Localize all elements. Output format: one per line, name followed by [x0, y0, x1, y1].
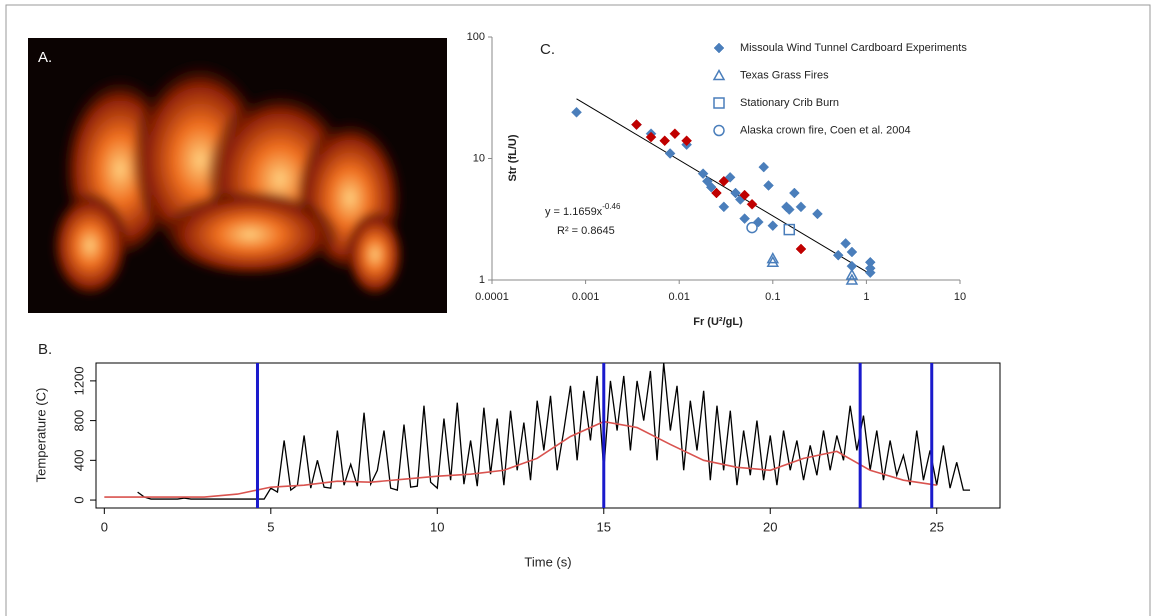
plot-frame — [95, 362, 1001, 509]
equation-exponent: -0.46 — [602, 202, 621, 211]
figure-frame — [5, 4, 1151, 616]
diamond-marker — [840, 238, 851, 249]
y-tick-label: 1200 — [71, 366, 86, 395]
flame — [50, 185, 130, 295]
equation-text: y = 1.1659x — [545, 206, 603, 218]
diamond-marker — [705, 181, 717, 193]
diamond-marker — [631, 119, 642, 130]
y-axis-title: Str (fL/U) — [507, 134, 519, 181]
x-tick-label: 10 — [430, 519, 444, 534]
line-series — [137, 362, 971, 500]
triangle-marker — [845, 273, 859, 285]
circle-marker — [746, 221, 758, 234]
flame — [160, 185, 340, 275]
diamond-marker — [664, 148, 676, 159]
square-marker — [783, 223, 796, 236]
flame — [345, 205, 405, 295]
diamond-marker — [783, 204, 795, 215]
diamond-marker — [718, 175, 730, 187]
diamond-marker — [730, 187, 741, 199]
legend-label: Alaska crown fire, Coen et al. 2004 — [740, 124, 911, 136]
diamond-marker — [697, 168, 709, 180]
diamond-marker — [864, 267, 876, 278]
diamond-marker — [645, 131, 657, 143]
x-tick-label: 0.001 — [572, 291, 600, 303]
legend-marker — [712, 68, 726, 81]
diamond-marker — [711, 187, 722, 199]
x-tick-label: 0 — [101, 519, 108, 534]
triangle-marker — [766, 255, 780, 267]
x-tick-label: 25 — [930, 519, 944, 534]
y-tick-label: 100 — [467, 31, 485, 43]
x-tick-label: 0.01 — [668, 291, 689, 303]
diamond-marker — [739, 189, 750, 201]
diamond-marker — [718, 201, 730, 213]
x-tick-label: 10 — [954, 291, 966, 303]
x-tick-label: 0.0001 — [475, 291, 509, 303]
x-tick-label: 0.1 — [765, 291, 780, 303]
diamond-marker — [739, 213, 750, 224]
x-tick-label: 5 — [267, 519, 274, 534]
chart-title: C. — [540, 41, 555, 58]
triangle-marker — [845, 268, 859, 280]
diamond-marker — [763, 180, 774, 191]
legend-marker — [713, 124, 725, 137]
diamond-marker — [832, 249, 844, 261]
x-tick-label: 15 — [597, 519, 611, 534]
diamond-marker — [669, 128, 681, 140]
flames — [50, 50, 405, 295]
photo-label: A. — [38, 49, 52, 66]
x-tick-label: 1 — [863, 291, 869, 303]
triangle-marker — [766, 252, 780, 264]
diamond-marker — [681, 135, 692, 147]
legend-marker — [713, 42, 725, 54]
y-tick-label: 10 — [473, 152, 485, 164]
photo-panel: A. — [28, 38, 447, 313]
y-tick-label: 0 — [71, 496, 86, 503]
diamond-marker — [571, 106, 582, 118]
legend-label: Texas Grass Fires — [740, 69, 829, 81]
diamond-marker — [752, 216, 764, 228]
x-axis-title: Time (s) — [524, 554, 571, 569]
r-squared: R² = 0.8645 — [557, 225, 615, 237]
diamond-marker — [758, 161, 770, 173]
diamond-marker — [746, 198, 758, 210]
trendline — [576, 98, 871, 275]
diamond-marker — [795, 243, 807, 255]
x-axis-title: Fr (U²/gL) — [693, 316, 743, 328]
diamond-marker — [795, 201, 807, 213]
y-tick-label: 1 — [479, 274, 485, 286]
y-axis-title: Temperature (C) — [33, 388, 48, 483]
y-tick-label: 800 — [71, 410, 86, 432]
y-tick-label: 400 — [71, 449, 86, 471]
chart-title: B. — [38, 341, 52, 358]
diamond-marker — [659, 135, 671, 147]
diamond-marker — [846, 246, 858, 258]
diamond-marker — [789, 187, 800, 199]
legend-label: Stationary Crib Burn — [740, 97, 839, 109]
legend-label: Missoula Wind Tunnel Cardboard Experimen… — [740, 42, 967, 54]
x-tick-label: 20 — [763, 519, 777, 534]
diamond-marker — [767, 220, 779, 232]
line-series — [104, 420, 937, 498]
legend-marker — [713, 97, 725, 109]
diamond-marker — [812, 208, 823, 220]
trend-equation: y = 1.1659x-0.46 — [545, 202, 621, 218]
